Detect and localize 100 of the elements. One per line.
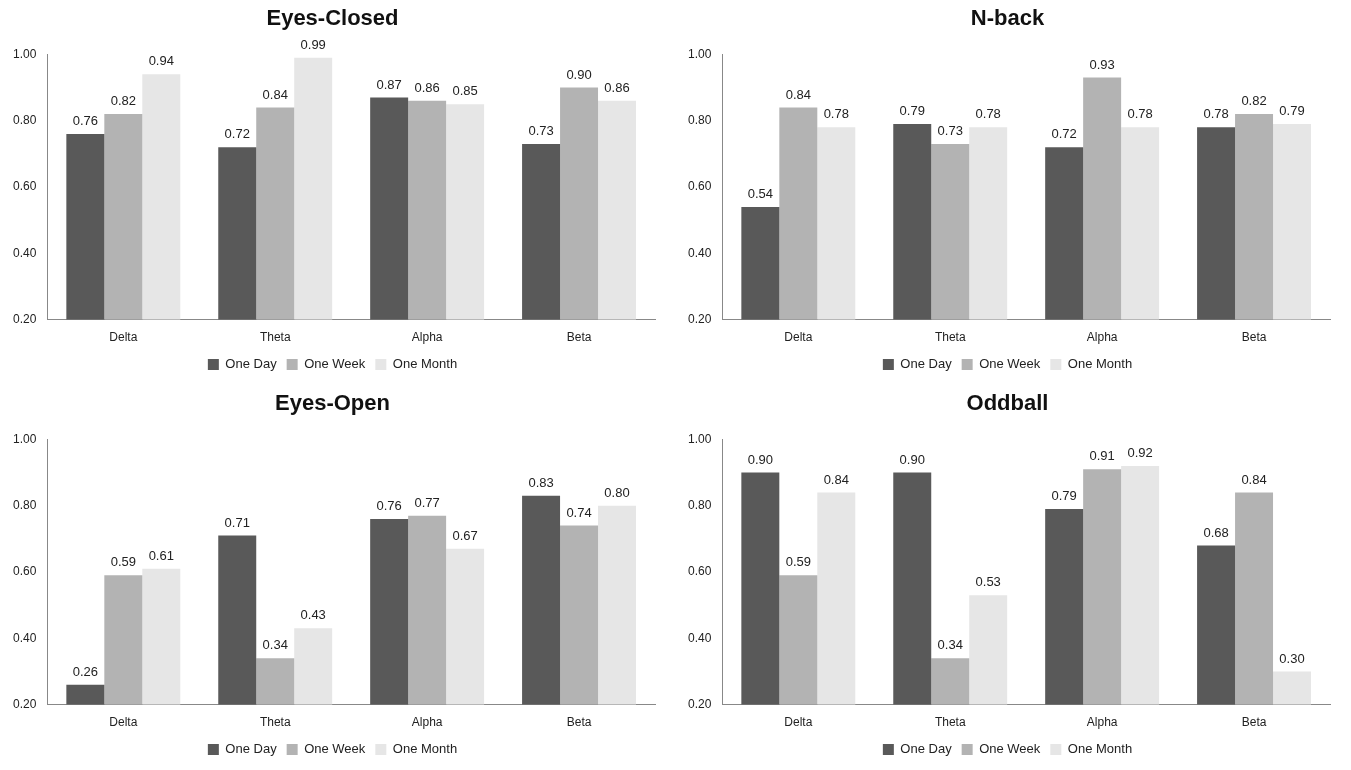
y-tick-label: 1.00	[688, 46, 712, 61]
data-label: 0.79	[899, 103, 925, 119]
x-tick-label: Delta	[784, 330, 813, 345]
data-label: 0.34	[262, 637, 288, 653]
x-tick-label: Theta	[934, 330, 966, 345]
data-label: 0.72	[1051, 126, 1077, 142]
legend-label: One Day	[900, 741, 953, 757]
data-label: 0.80	[604, 484, 630, 500]
data-label: 0.86	[604, 79, 630, 95]
data-label: 0.73	[528, 122, 554, 138]
data-label: 0.79	[1279, 103, 1305, 119]
y-tick-label: 0.20	[688, 696, 712, 711]
y-tick-label: 0.40	[688, 245, 712, 260]
data-label: 0.76	[376, 498, 402, 514]
legend-label: One Week	[979, 741, 1041, 757]
x-tick-label: Beta	[1241, 715, 1267, 730]
data-label: 0.72	[224, 126, 250, 142]
data-label: 0.93	[1089, 56, 1115, 72]
data-label: 0.82	[1241, 93, 1267, 109]
legend-label: One Month	[1067, 356, 1133, 372]
data-label: 0.30	[1279, 650, 1305, 666]
y-tick-label: 0.40	[13, 630, 37, 645]
x-tick-label: Delta	[784, 715, 813, 730]
y-tick-label: 0.60	[13, 179, 37, 194]
data-label: 0.78	[823, 106, 849, 122]
data-label: 0.54	[747, 185, 773, 201]
data-label: 0.74	[566, 504, 592, 520]
legend-label: One Month	[392, 741, 458, 757]
data-label: 0.78	[975, 106, 1001, 122]
data-label: 0.83	[528, 474, 554, 490]
data-label: 0.26	[72, 663, 98, 679]
x-tick-label: Theta	[934, 715, 966, 730]
data-label: 0.86	[414, 79, 440, 95]
data-label: 0.79	[1051, 488, 1077, 504]
y-tick-label: 0.80	[688, 113, 712, 128]
data-label: 0.61	[148, 547, 174, 563]
data-label: 0.90	[899, 451, 925, 467]
data-label: 0.76	[72, 113, 98, 129]
data-label: 0.78	[1127, 106, 1153, 122]
y-tick-label: 0.20	[13, 311, 37, 326]
data-label: 0.43	[300, 607, 326, 623]
y-tick-label: 0.80	[688, 498, 712, 513]
chart-title: N-back	[970, 5, 1045, 31]
x-tick-label: Beta	[566, 715, 592, 730]
data-label: 0.99	[300, 36, 326, 52]
y-tick-label: 0.60	[688, 564, 712, 579]
legend-label: One Day	[225, 356, 278, 372]
data-label: 0.84	[823, 471, 849, 487]
data-label: 0.34	[937, 637, 963, 653]
data-label: 0.73	[937, 122, 963, 138]
y-tick-label: 0.80	[13, 113, 37, 128]
legend-label: One Month	[1067, 741, 1133, 757]
x-tick-label: Theta	[259, 715, 291, 730]
x-tick-label: Alpha	[411, 715, 443, 730]
x-tick-label: Beta	[566, 330, 592, 345]
legend-label: One Week	[304, 741, 366, 757]
data-label: 0.92	[1127, 445, 1153, 460]
data-label: 0.90	[747, 451, 773, 467]
legend-label: One Day	[900, 356, 953, 372]
y-tick-label: 0.40	[13, 245, 37, 260]
data-label: 0.67	[452, 527, 478, 543]
data-label: 0.84	[262, 86, 288, 102]
legend-label: One Week	[304, 356, 366, 372]
data-label: 0.85	[452, 83, 478, 99]
x-tick-label: Delta	[109, 715, 138, 730]
data-label: 0.91	[1089, 448, 1115, 464]
data-label: 0.84	[785, 86, 811, 102]
data-label: 0.84	[1241, 471, 1267, 487]
legend-label: One Month	[392, 356, 458, 372]
legend-label: One Week	[979, 356, 1041, 372]
chart-title: Eyes-Closed	[266, 5, 399, 31]
chart-title: Eyes-Open	[275, 390, 390, 416]
data-label: 0.59	[110, 554, 136, 570]
data-label: 0.94	[148, 53, 174, 69]
data-label: 0.90	[566, 66, 592, 82]
data-label: 0.53	[975, 574, 1001, 590]
x-tick-label: Theta	[259, 330, 291, 345]
data-label: 0.77	[414, 494, 440, 510]
chart-title: Oddball	[966, 390, 1049, 416]
x-tick-label: Alpha	[411, 330, 443, 345]
y-tick-label: 0.80	[13, 498, 37, 513]
y-tick-label: 1.00	[13, 431, 37, 446]
data-label: 0.82	[110, 93, 136, 109]
data-label: 0.68	[1203, 524, 1229, 540]
legend-label: One Day	[225, 741, 278, 757]
y-tick-label: 1.00	[688, 431, 712, 446]
x-tick-label: Alpha	[1086, 330, 1118, 345]
data-label: 0.87	[376, 76, 402, 92]
y-tick-label: 0.60	[688, 179, 712, 194]
y-tick-label: 1.00	[13, 46, 37, 61]
data-label: 0.59	[785, 554, 811, 570]
data-label: 0.71	[224, 514, 250, 530]
y-tick-label: 0.60	[13, 564, 37, 579]
y-tick-label: 0.20	[13, 696, 37, 711]
x-tick-label: Alpha	[1086, 715, 1118, 730]
y-tick-label: 0.40	[688, 630, 712, 645]
x-tick-label: Beta	[1241, 330, 1267, 345]
y-tick-label: 0.20	[688, 311, 712, 326]
data-label: 0.78	[1203, 106, 1229, 122]
x-tick-label: Delta	[109, 330, 138, 345]
